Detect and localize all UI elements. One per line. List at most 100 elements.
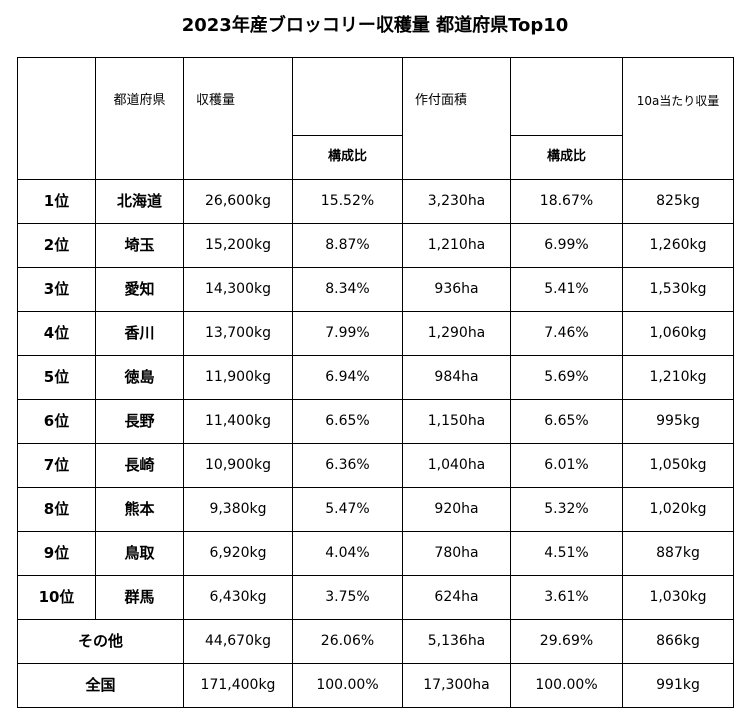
prefecture-cell: 北海道: [95, 178, 184, 224]
area-share-cell: 29.69%: [510, 618, 623, 664]
page-title: 2023年産ブロッコリー収穫量 都道府県Top10: [181, 15, 569, 36]
area-share-cell: 6.65%: [510, 398, 623, 444]
prefecture-cell: 香川: [95, 310, 184, 356]
table-row: 10位 群馬 6,430kg 3.75% 624ha 3.61% 1,030kg: [17, 574, 734, 620]
harvest-cell: 11,900kg: [183, 354, 293, 400]
area-cell: 1,290ha: [402, 310, 511, 356]
prefecture-cell: 徳島: [95, 354, 184, 400]
area-cell: 920ha: [402, 486, 511, 532]
harvest-share-cell: 7.99%: [292, 310, 403, 356]
prefecture-cell: 鳥取: [95, 530, 184, 576]
area-share-cell: 5.69%: [510, 354, 623, 400]
area-cell: 17,300ha: [402, 662, 511, 708]
area-share-cell: 7.46%: [510, 310, 623, 356]
table-row: 6位 長野 11,400kg 6.65% 1,150ha 6.65% 995kg: [17, 398, 734, 444]
header-row-bottom: 構成比 構成比: [18, 134, 734, 180]
harvest-cell: 14,300kg: [183, 266, 293, 312]
harvest-share-cell: 6.36%: [292, 442, 403, 488]
header-area-lower: [402, 135, 511, 180]
harvest-share-cell: 5.47%: [292, 486, 403, 532]
table-row: 8位 熊本 9,380kg 5.47% 920ha 5.32% 1,020kg: [17, 486, 734, 532]
harvest-cell: 6,430kg: [183, 574, 293, 620]
prefecture-cell: 長崎: [95, 442, 184, 488]
harvest-share-cell: 100.00%: [292, 662, 403, 708]
prefecture-cell: 長野: [95, 398, 184, 444]
others-row: その他 44,670kg 26.06% 5,136ha 29.69% 866kg: [17, 618, 734, 664]
yield-cell: 1,030kg: [622, 574, 734, 620]
harvest-cell: 44,670kg: [183, 618, 293, 664]
harvest-share-cell: 6.65%: [292, 398, 403, 444]
prefecture-cell: 埼玉: [95, 222, 184, 268]
table-row: 9位 鳥取 6,920kg 4.04% 780ha 4.51% 887kg: [17, 530, 734, 576]
yield-cell: 1,530kg: [622, 266, 734, 312]
harvest-cell: 13,700kg: [183, 310, 293, 356]
area-cell: 624ha: [402, 574, 511, 620]
area-cell: 1,040ha: [402, 442, 511, 488]
rank-cell: 6位: [17, 398, 96, 444]
header-area: 作付面積: [402, 57, 511, 135]
table-row: 3位 愛知 14,300kg 8.34% 936ha 5.41% 1,530kg: [17, 266, 734, 312]
harvest-cell: 15,200kg: [183, 222, 293, 268]
yield-cell: 825kg: [622, 178, 734, 224]
national-row: 全国 171,400kg 100.00% 17,300ha 100.00% 99…: [17, 662, 734, 708]
rank-cell: 4位: [17, 310, 96, 356]
table-row: 7位 長崎 10,900kg 6.36% 1,040ha 6.01% 1,050…: [17, 442, 734, 488]
table-row: 5位 徳島 11,900kg 6.94% 984ha 5.69% 1,210kg: [17, 354, 734, 400]
area-share-cell: 4.51%: [510, 530, 623, 576]
area-cell: 936ha: [402, 266, 511, 312]
harvest-cell: 11,400kg: [183, 398, 293, 444]
yield-cell: 1,020kg: [622, 486, 734, 532]
area-cell: 984ha: [402, 354, 511, 400]
yield-cell: 866kg: [622, 618, 734, 664]
others-label: その他: [17, 618, 184, 664]
yield-cell: 1,210kg: [622, 354, 734, 400]
area-cell: 3,230ha: [402, 178, 511, 224]
harvest-share-cell: 8.87%: [292, 222, 403, 268]
area-cell: 780ha: [402, 530, 511, 576]
rank-cell: 2位: [17, 222, 96, 268]
header-harvest-spacer: [292, 57, 403, 135]
rank-cell: 7位: [17, 442, 96, 488]
prefecture-cell: 熊本: [95, 486, 184, 532]
harvest-share-cell: 4.04%: [292, 530, 403, 576]
harvest-cell: 9,380kg: [183, 486, 293, 532]
header-prefecture: 都道府県: [95, 57, 184, 180]
table-row: 2位 埼玉 15,200kg 8.87% 1,210ha 6.99% 1,260…: [17, 222, 734, 268]
area-share-cell: 5.32%: [510, 486, 623, 532]
header-area-spacer: [510, 57, 623, 135]
area-share-cell: 100.00%: [510, 662, 623, 708]
rank-cell: 8位: [17, 486, 96, 532]
table-row: 1位 北海道 26,600kg 15.52% 3,230ha 18.67% 82…: [17, 178, 734, 224]
yield-cell: 887kg: [622, 530, 734, 576]
header-harvest: 収穫量: [183, 57, 293, 135]
area-share-cell: 6.99%: [510, 222, 623, 268]
rank-cell: 10位: [17, 574, 96, 620]
area-share-cell: 3.61%: [510, 574, 623, 620]
yield-cell: 1,060kg: [622, 310, 734, 356]
harvest-table: 都道府県 収穫量 作付面積 10a当たり収量 構成比 構成比 1位 北海道 26…: [17, 57, 734, 708]
area-share-cell: 5.41%: [510, 266, 623, 312]
rank-cell: 1位: [17, 178, 96, 224]
harvest-cell: 26,600kg: [183, 178, 293, 224]
yield-cell: 991kg: [622, 662, 734, 708]
national-label: 全国: [17, 662, 184, 708]
harvest-share-cell: 15.52%: [292, 178, 403, 224]
harvest-cell: 171,400kg: [183, 662, 293, 708]
prefecture-cell: 愛知: [95, 266, 184, 312]
area-cell: 1,210ha: [402, 222, 511, 268]
harvest-cell: 6,920kg: [183, 530, 293, 576]
yield-cell: 995kg: [622, 398, 734, 444]
harvest-share-cell: 26.06%: [292, 618, 403, 664]
yield-cell: 1,260kg: [622, 222, 734, 268]
area-cell: 5,136ha: [402, 618, 511, 664]
area-share-cell: 6.01%: [510, 442, 623, 488]
rank-cell: 9位: [17, 530, 96, 576]
prefecture-cell: 群馬: [95, 574, 184, 620]
header-rank: [17, 57, 96, 180]
header-area-share: 構成比: [510, 134, 623, 180]
header-row-top: 都道府県 収穫量 作付面積 10a当たり収量: [17, 57, 734, 180]
header-yield: 10a当たり収量: [622, 57, 734, 180]
rank-cell: 3位: [17, 266, 96, 312]
rank-cell: 5位: [17, 354, 96, 400]
yield-cell: 1,050kg: [622, 442, 734, 488]
